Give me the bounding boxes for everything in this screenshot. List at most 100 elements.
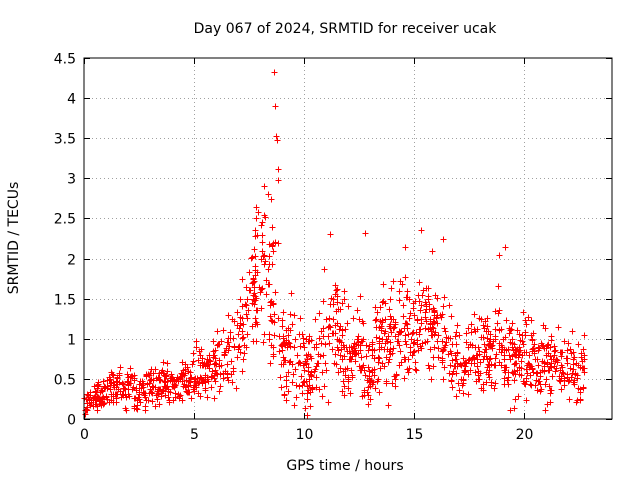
data-point (214, 342, 221, 349)
data-point (298, 373, 305, 380)
data-point (359, 393, 366, 400)
data-point (320, 333, 327, 340)
data-point (456, 387, 463, 394)
data-point (407, 344, 414, 351)
data-point (108, 397, 115, 404)
data-point (401, 356, 408, 363)
data-point (472, 369, 479, 376)
data-point (387, 313, 394, 320)
data-point (127, 365, 134, 372)
data-point (334, 344, 341, 351)
data-point (566, 396, 573, 403)
data-point (527, 372, 534, 379)
data-point (502, 334, 509, 341)
data-point (119, 380, 126, 387)
y-tick-label: 1.5 (54, 293, 76, 309)
data-point (365, 364, 372, 371)
data-point (434, 295, 441, 302)
data-point (332, 351, 339, 358)
data-point (212, 378, 219, 385)
data-point (561, 382, 568, 389)
data-point (303, 336, 310, 343)
data-point (237, 314, 244, 321)
data-point (167, 377, 174, 384)
data-point (287, 311, 294, 318)
data-point (549, 373, 556, 380)
data-point (280, 333, 287, 340)
data-point (113, 391, 120, 398)
data-point (514, 327, 521, 334)
data-point (127, 374, 134, 381)
data-point (142, 403, 149, 410)
data-point (133, 385, 140, 392)
data-point (462, 368, 469, 375)
data-point (124, 379, 131, 386)
y-tick-label: 3.5 (54, 132, 76, 148)
data-point (486, 374, 493, 381)
data-point (239, 303, 246, 310)
data-point (507, 339, 514, 346)
data-point (417, 326, 424, 333)
data-point (522, 381, 529, 388)
data-point (166, 399, 173, 406)
data-point (322, 341, 329, 348)
data-point (408, 336, 415, 343)
data-point (525, 314, 532, 321)
data-point (234, 354, 241, 361)
data-point (414, 341, 421, 348)
data-point (463, 339, 470, 346)
data-point (195, 357, 202, 364)
data-point (336, 326, 343, 333)
data-point (271, 69, 278, 76)
y-tick-label: 2 (67, 253, 76, 269)
data-point (471, 355, 478, 362)
data-point (270, 240, 277, 247)
data-point (212, 360, 219, 367)
data-point (388, 285, 395, 292)
data-point (429, 248, 436, 255)
data-point (548, 364, 555, 371)
data-point (474, 363, 481, 370)
data-point (353, 350, 360, 357)
data-point (516, 364, 523, 371)
data-point (221, 351, 228, 358)
data-point (472, 344, 479, 351)
data-point (292, 336, 299, 343)
data-point (363, 353, 370, 360)
data-point (176, 395, 183, 402)
data-point (530, 345, 537, 352)
data-point (501, 381, 508, 388)
data-point (570, 349, 577, 356)
data-point (231, 318, 238, 325)
data-point (270, 351, 277, 358)
data-point (373, 324, 380, 331)
data-point (293, 394, 300, 401)
data-point (146, 372, 153, 379)
data-point (304, 396, 311, 403)
data-point (388, 329, 395, 336)
data-point (85, 392, 92, 399)
data-point (303, 360, 310, 367)
data-point (147, 377, 154, 384)
data-point (506, 330, 513, 337)
data-point (490, 338, 497, 345)
data-point (460, 380, 467, 387)
data-point (422, 339, 429, 346)
data-point (304, 390, 311, 397)
data-point (216, 388, 223, 395)
data-point (398, 359, 405, 366)
data-point (411, 312, 418, 319)
data-point (234, 322, 241, 329)
data-point (266, 281, 273, 288)
data-point (300, 340, 307, 347)
data-point (266, 253, 273, 260)
data-point (117, 364, 124, 371)
data-point (580, 346, 587, 353)
data-point (252, 267, 259, 274)
data-point (430, 325, 437, 332)
data-point (460, 355, 467, 362)
data-point (244, 296, 251, 303)
data-point (307, 403, 314, 410)
data-point (474, 352, 481, 359)
data-point (86, 396, 93, 403)
